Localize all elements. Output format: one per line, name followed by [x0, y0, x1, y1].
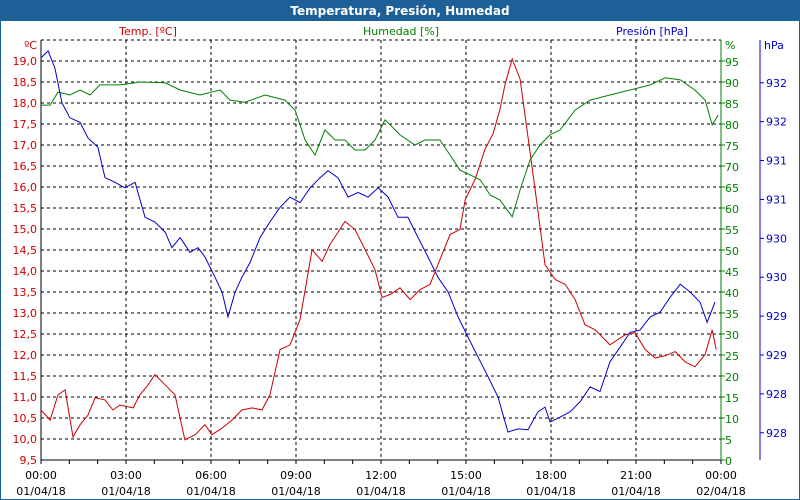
temp-tick-label: 18,5 [13, 76, 38, 89]
humidity-tick-label: 70 [725, 161, 739, 174]
humidity-tick-label: 25 [725, 350, 739, 363]
x-tick-time: 09:00 [280, 469, 312, 482]
humidity-tick-label: 20 [725, 371, 739, 384]
pressure-tick-label: 930 [766, 271, 787, 284]
x-tick-time: 03:00 [110, 469, 142, 482]
x-tick-date: 01/04/18 [611, 485, 660, 498]
humidity-tick-label: 65 [725, 182, 739, 195]
pressure-axis-unit: hPa [764, 39, 784, 52]
pressure-tick-label: 931 [766, 193, 787, 206]
pressure-tick-label: 931 [766, 155, 787, 168]
temp-tick-label: 13,5 [13, 286, 38, 299]
temp-tick-label: 12,5 [13, 328, 38, 341]
pressure-tick-label: 928 [766, 427, 787, 440]
temp-tick-label: 17,0 [13, 139, 38, 152]
humidity-tick-label: 5 [725, 434, 732, 447]
temp-tick-label: 11,5 [13, 370, 38, 383]
temp-tick-label: 10,0 [13, 433, 38, 446]
humidity-tick-label: 90 [725, 77, 739, 90]
x-tick-date: 01/04/18 [441, 485, 490, 498]
window-title: Temperatura, Presión, Humedad [1, 1, 799, 21]
x-tick-time: 00:00 [25, 469, 57, 482]
x-tick-date: 01/04/18 [356, 485, 405, 498]
temp-tick-label: 18,0 [13, 97, 38, 110]
temp-tick-label: 12,0 [13, 349, 38, 362]
series-line-temp [40, 57, 717, 441]
temp-tick-label: 16,0 [13, 181, 38, 194]
humidity-tick-label: 60 [725, 203, 739, 216]
humidity-tick-label: 50 [725, 245, 739, 258]
pressure-tick-label: 932 [766, 116, 787, 129]
temp-tick-label: 15,0 [13, 223, 38, 236]
temp-tick-label: 14,5 [13, 244, 38, 257]
legend-temp: Temp. [ºC] [118, 25, 177, 38]
temp-tick-label: 10,5 [13, 412, 38, 425]
humidity-tick-label: 85 [725, 98, 739, 111]
x-tick-date: 01/04/18 [186, 485, 235, 498]
humidity-tick-label: 75 [725, 140, 739, 153]
temp-axis-unit: ºC [24, 39, 37, 52]
pressure-tick-label: 930 [766, 232, 787, 245]
temp-tick-label: 17,5 [13, 118, 38, 131]
x-tick-date: 01/04/18 [16, 485, 65, 498]
humidity-tick-label: 40 [725, 287, 739, 300]
humidity-tick-label: 45 [725, 266, 739, 279]
humidity-tick-label: 15 [725, 392, 739, 405]
temp-tick-label: 9,5 [20, 454, 38, 467]
x-tick-time: 00:00 [705, 469, 737, 482]
humidity-tick-label: 55 [725, 224, 739, 237]
pressure-tick-label: 929 [766, 349, 787, 362]
x-tick-time: 12:00 [365, 469, 397, 482]
humidity-tick-label: 80 [725, 119, 739, 132]
x-tick-date: 02/04/18 [696, 485, 745, 498]
temp-tick-label: 13,0 [13, 307, 38, 320]
temp-tick-label: 16,5 [13, 160, 38, 173]
pressure-tick-label: 932 [766, 77, 787, 90]
x-tick-date: 01/04/18 [271, 485, 320, 498]
x-tick-time: 15:00 [450, 469, 482, 482]
x-tick-time: 06:00 [195, 469, 227, 482]
humidity-axis-unit: % [725, 39, 735, 52]
x-tick-date: 01/04/18 [526, 485, 575, 498]
humidity-tick-label: 95 [725, 56, 739, 69]
humidity-tick-label: 10 [725, 413, 739, 426]
legend-pressure: Presión [hPa] [616, 25, 688, 38]
humidity-tick-label: 0 [725, 455, 732, 468]
series-line-humidity [41, 77, 719, 218]
temp-tick-label: 14,0 [13, 265, 38, 278]
humidity-tick-label: 30 [725, 329, 739, 342]
series-line-pressure [40, 50, 716, 433]
temp-tick-label: 15,5 [13, 202, 38, 215]
x-tick-time: 18:00 [535, 469, 567, 482]
legend-humidity: Humedad [%] [363, 25, 439, 38]
x-tick-date: 01/04/18 [101, 485, 150, 498]
humidity-tick-label: 35 [725, 308, 739, 321]
x-tick-time: 21:00 [620, 469, 652, 482]
temp-tick-label: 19,0 [13, 55, 38, 68]
pressure-tick-label: 929 [766, 310, 787, 323]
pressure-tick-label: 928 [766, 388, 787, 401]
temp-tick-label: 11,0 [13, 391, 38, 404]
